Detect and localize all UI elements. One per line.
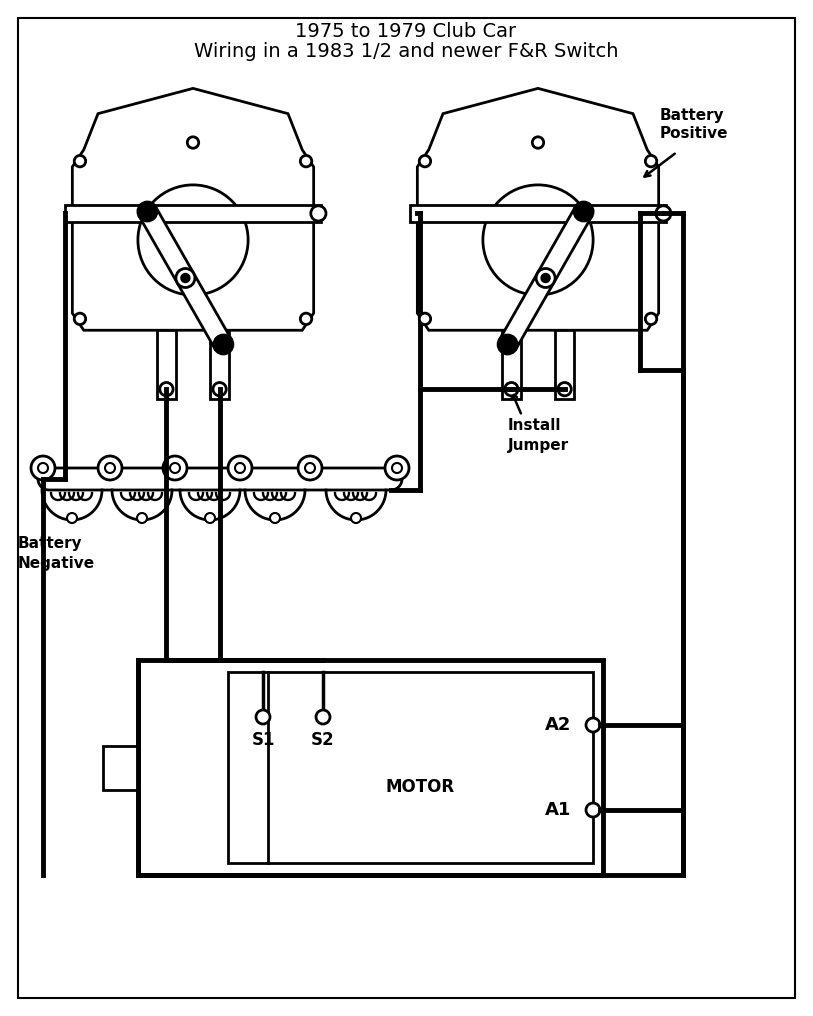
Circle shape [256, 710, 270, 724]
Text: S1: S1 [251, 731, 275, 749]
Circle shape [176, 268, 195, 288]
Bar [103, 746, 138, 789]
Circle shape [541, 274, 550, 281]
Circle shape [163, 456, 187, 480]
Text: A1: A1 [545, 801, 572, 819]
Text: Install: Install [508, 418, 562, 433]
Text: Positive: Positive [660, 126, 728, 141]
Circle shape [316, 710, 330, 724]
Text: Wiring in a 1983 1/2 and newer F&R Switch: Wiring in a 1983 1/2 and newer F&R Switc… [193, 42, 618, 61]
Circle shape [138, 185, 248, 295]
Circle shape [574, 202, 593, 221]
Circle shape [187, 137, 198, 148]
Circle shape [137, 513, 147, 523]
Text: Negative: Negative [18, 556, 95, 571]
Circle shape [74, 155, 85, 167]
Circle shape [67, 513, 77, 523]
Bar [157, 330, 176, 398]
Circle shape [558, 382, 572, 396]
Circle shape [181, 274, 189, 281]
Circle shape [228, 456, 252, 480]
Text: Battery: Battery [18, 536, 83, 551]
Polygon shape [72, 88, 314, 330]
Circle shape [159, 382, 173, 396]
Bar [410, 205, 666, 221]
Circle shape [235, 463, 245, 473]
Circle shape [298, 456, 322, 480]
Circle shape [536, 268, 555, 288]
Text: A2: A2 [545, 716, 572, 734]
Circle shape [270, 513, 280, 523]
Circle shape [74, 313, 85, 324]
Circle shape [420, 313, 431, 324]
Circle shape [213, 382, 226, 396]
Circle shape [138, 202, 157, 221]
Circle shape [31, 456, 55, 480]
Circle shape [586, 803, 600, 817]
Bar [502, 330, 521, 398]
Circle shape [300, 155, 311, 167]
Circle shape [38, 463, 48, 473]
Bar [65, 205, 321, 221]
Circle shape [170, 463, 180, 473]
Circle shape [533, 137, 544, 148]
Circle shape [98, 456, 122, 480]
Circle shape [420, 155, 431, 167]
Circle shape [385, 456, 409, 480]
Circle shape [392, 463, 402, 473]
Circle shape [646, 313, 657, 324]
Polygon shape [417, 88, 659, 330]
Text: S2: S2 [311, 731, 335, 749]
Bar [138, 660, 603, 875]
Circle shape [305, 463, 315, 473]
Circle shape [505, 382, 518, 396]
Circle shape [214, 335, 233, 354]
Text: Jumper: Jumper [508, 438, 569, 453]
Circle shape [646, 155, 657, 167]
Bar [210, 330, 229, 398]
Bar [228, 672, 593, 863]
Polygon shape [38, 468, 402, 490]
Circle shape [586, 718, 600, 732]
Circle shape [656, 206, 671, 221]
Bar [555, 330, 574, 398]
Text: Battery: Battery [660, 108, 724, 123]
Polygon shape [139, 207, 232, 350]
Text: MOTOR: MOTOR [386, 778, 455, 797]
Polygon shape [499, 207, 592, 350]
Circle shape [351, 513, 361, 523]
Circle shape [311, 206, 326, 221]
Circle shape [300, 313, 311, 324]
Circle shape [205, 513, 215, 523]
Circle shape [483, 185, 593, 295]
Circle shape [105, 463, 115, 473]
Text: 1975 to 1979 Club Car: 1975 to 1979 Club Car [295, 22, 516, 41]
Circle shape [498, 335, 517, 354]
